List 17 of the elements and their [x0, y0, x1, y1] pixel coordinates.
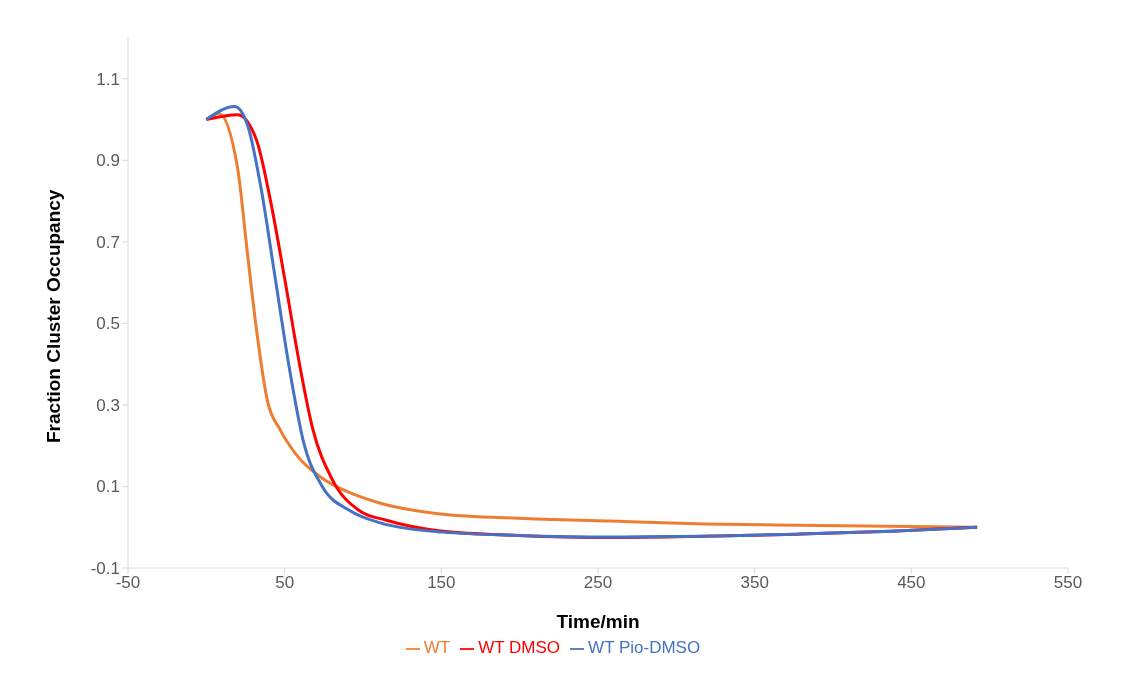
- y-tick-label: 1.1: [96, 69, 120, 89]
- x-tick-label: 350: [740, 573, 769, 593]
- y-tick-label: 0.9: [96, 151, 120, 171]
- y-tick-label: 0.3: [96, 395, 120, 415]
- x-tick-label: 250: [583, 573, 613, 593]
- x-axis-title: Time/min: [556, 611, 640, 632]
- legend-label: WT DMSO: [478, 638, 561, 657]
- y-tick-label: 0.1: [96, 477, 120, 497]
- legend-label: WT: [423, 638, 451, 657]
- x-tick-label: 50: [275, 573, 295, 593]
- y-tick-label: 0.5: [96, 314, 120, 334]
- x-tick-label: 550: [1053, 573, 1083, 593]
- legend-label: WT Pio-DMSO: [588, 638, 701, 657]
- y-axis-title: Fraction Cluster Occupancy: [42, 189, 64, 443]
- y-tick-label: 0.7: [96, 232, 120, 252]
- x-tick-label: 450: [897, 573, 926, 593]
- x-tick-label: 150: [427, 573, 456, 593]
